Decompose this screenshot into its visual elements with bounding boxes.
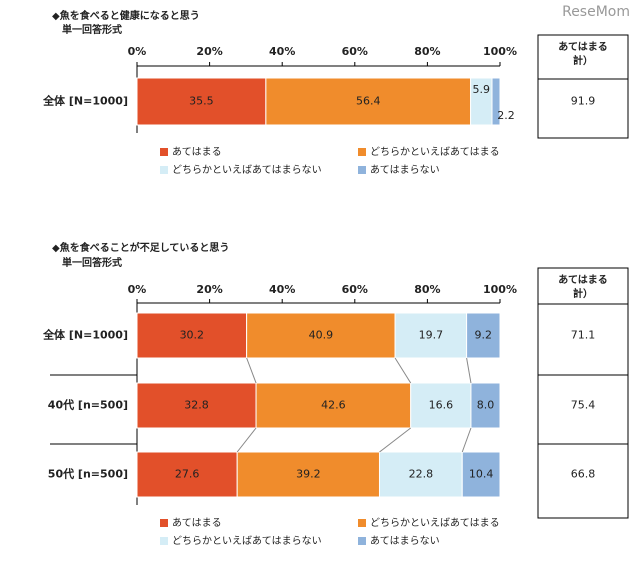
legend-label: どちらかといえばあてはまる xyxy=(370,146,500,158)
legend-swatch xyxy=(160,166,168,174)
legend-swatch xyxy=(358,537,366,545)
total-value: 75.4 xyxy=(571,399,596,412)
bar-segment xyxy=(136,312,248,359)
bar-segment xyxy=(470,382,501,429)
connector xyxy=(379,427,412,453)
bar-segment xyxy=(246,312,396,359)
bar-segment xyxy=(136,451,238,498)
total-header: 計） xyxy=(573,287,593,300)
bar-segment xyxy=(265,77,472,126)
connector xyxy=(236,427,257,453)
legend-swatch xyxy=(160,519,168,527)
bar-segment xyxy=(491,77,501,126)
total-box xyxy=(537,267,629,519)
x-tick-label: 40% xyxy=(269,283,295,296)
legend-label: あてはまらない xyxy=(370,535,440,547)
x-tick-label: 100% xyxy=(483,283,517,296)
bar-segment xyxy=(410,382,472,429)
connector xyxy=(461,427,472,453)
x-tick-label: 80% xyxy=(414,45,440,58)
x-tick-label: 0% xyxy=(128,45,147,58)
value-label: 56.4 xyxy=(356,95,381,108)
legend-label: あてはまる xyxy=(172,517,222,529)
value-label: 22.8 xyxy=(409,468,434,481)
x-tick-label: 40% xyxy=(269,45,295,58)
legend-label: あてはまらない xyxy=(370,164,440,176)
value-label: 35.5 xyxy=(189,95,214,108)
value-label: 32.8 xyxy=(184,399,209,412)
bar-segment xyxy=(255,382,412,429)
category-label: 全体 [N=1000] xyxy=(42,328,128,342)
legend-swatch xyxy=(160,148,168,156)
total-header: あてはまる xyxy=(558,273,608,286)
value-label: 9.2 xyxy=(475,329,493,342)
value-label: 40.9 xyxy=(309,329,334,342)
total-value: 91.9 xyxy=(571,95,596,108)
legend-swatch xyxy=(358,148,366,156)
connector xyxy=(246,357,257,384)
bar-segment xyxy=(236,451,380,498)
total-value: 66.8 xyxy=(571,468,596,481)
value-label: 16.6 xyxy=(429,399,454,412)
value-label: 42.6 xyxy=(321,399,346,412)
watermark: ReseMom xyxy=(562,4,630,20)
total-header: あてはまる xyxy=(558,40,608,53)
x-tick-label: 60% xyxy=(342,45,368,58)
legend-label: あてはまる xyxy=(172,146,222,158)
value-label: 30.2 xyxy=(180,329,205,342)
legend-swatch xyxy=(358,166,366,174)
value-label: 2.2 xyxy=(497,109,515,122)
chart-title: ◆魚を食べることが不足していると思う xyxy=(52,241,229,254)
x-tick-label: 80% xyxy=(414,283,440,296)
x-tick-label: 0% xyxy=(128,283,147,296)
value-label: 5.9 xyxy=(473,83,491,96)
value-label: 39.2 xyxy=(296,468,321,481)
chart-title: ◆魚を食べると健康になると思う xyxy=(52,9,200,22)
value-label: 27.6 xyxy=(175,468,200,481)
legend-label: どちらかといえばあてはまらない xyxy=(172,164,322,176)
category-label: 40代 [n=500] xyxy=(48,398,128,412)
chart-subtitle: 単一回答形式 xyxy=(62,256,122,269)
category-label: 全体 [N=1000] xyxy=(42,94,128,108)
connector xyxy=(394,357,412,384)
total-value: 71.1 xyxy=(571,329,596,342)
legend-swatch xyxy=(358,519,366,527)
connector xyxy=(466,357,472,384)
chart-subtitle: 単一回答形式 xyxy=(62,23,122,36)
bar-segment xyxy=(136,77,267,126)
x-tick-label: 20% xyxy=(196,45,222,58)
legend-label: どちらかといえばあてはまらない xyxy=(172,535,322,547)
bar-segment xyxy=(461,451,501,498)
x-tick-label: 60% xyxy=(342,283,368,296)
category-label: 50代 [n=500] xyxy=(48,467,128,481)
value-label: 8.0 xyxy=(477,399,495,412)
value-label: 10.4 xyxy=(469,468,494,481)
legend-label: どちらかといえばあてはまる xyxy=(370,517,500,529)
bar-segment xyxy=(466,312,501,359)
x-tick-label: 100% xyxy=(483,45,517,58)
legend-swatch xyxy=(160,537,168,545)
bar-segment xyxy=(136,382,257,429)
total-header: 計） xyxy=(573,54,593,67)
total-box xyxy=(537,34,629,139)
x-tick-label: 20% xyxy=(196,283,222,296)
value-label: 19.7 xyxy=(419,329,444,342)
